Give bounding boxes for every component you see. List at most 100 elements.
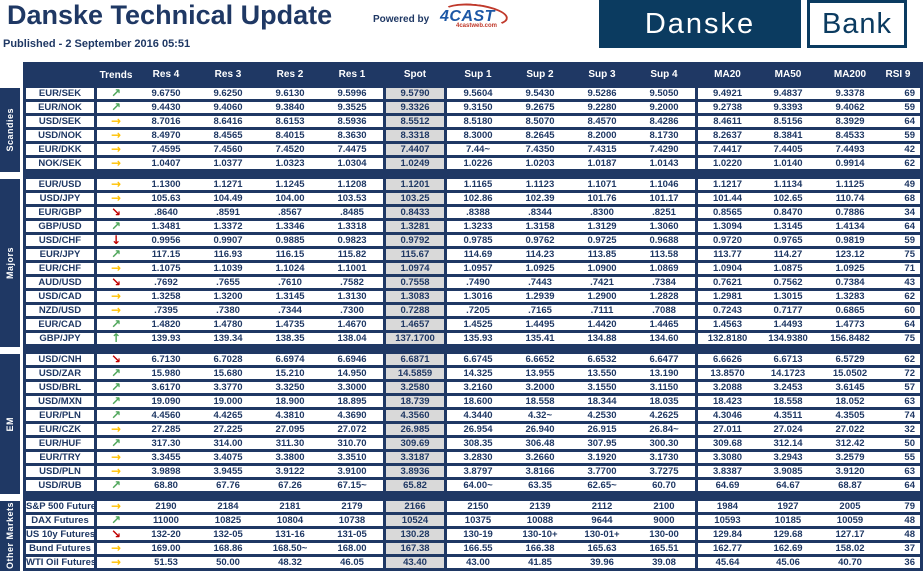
- column-header-sup3: Sup 3: [588, 69, 616, 80]
- trend-right-icon: →: [110, 288, 122, 303]
- res3-value: 9.6250: [213, 88, 243, 99]
- ma20-value: 129.84: [695, 529, 757, 540]
- table-row: EUR/HUF ↗ 317.30 314.00 311.30 310.70 309.69 30…: [23, 437, 923, 452]
- sup1-value: 64.00~: [463, 480, 493, 491]
- pair-label: GBP/USD: [23, 221, 97, 232]
- sup2-value: 102.39: [525, 193, 555, 204]
- sup2-value: 4.32~: [527, 410, 553, 421]
- res3-value: .7655: [216, 277, 240, 288]
- sup3-value: 1.3129: [587, 221, 617, 232]
- ma20-value: 45.64: [695, 557, 757, 568]
- res3-value: 19.000: [213, 396, 243, 407]
- trend-right-icon: →: [110, 113, 122, 128]
- res2-value: 3.3800: [275, 452, 305, 463]
- sup3-value: 1.2900: [587, 291, 617, 302]
- table-row: EUR/SEK ↗ 9.6750 9.6250 9.6130 9.5996 9.5790 9.…: [23, 87, 923, 102]
- danske-logo-box: Danske: [599, 0, 801, 48]
- ma20-value: 9.2738: [695, 102, 757, 113]
- res1-value: 131-05: [337, 529, 367, 540]
- ma50-value: 1.3015: [773, 291, 803, 302]
- res3-value: 6.7028: [213, 354, 243, 365]
- pair-label: EUR/SEK: [23, 88, 97, 99]
- spot-value: 14.5859: [383, 368, 447, 379]
- sup3-value: 3.7700: [587, 466, 617, 477]
- rsi9-value: 50: [881, 438, 923, 449]
- pair-label: EUR/PLN: [23, 410, 97, 421]
- ma200-value: 1.0925: [835, 263, 865, 274]
- trend-up-right-icon: ↗: [110, 246, 122, 261]
- ma200-value: 2005: [839, 501, 861, 512]
- sup4-value: 13.190: [649, 368, 679, 379]
- sup2-value: 1.0203: [525, 158, 555, 169]
- sup1-value: .7490: [466, 277, 490, 288]
- res4-value: 19.090: [151, 396, 181, 407]
- res3-value: 10825: [214, 515, 242, 526]
- ma20-value: 132.8180: [695, 333, 757, 344]
- sup1-value: 3.2160: [463, 382, 493, 393]
- res2-value: 27.095: [275, 424, 305, 435]
- sup3-value: 8.2000: [587, 130, 617, 141]
- rsi9-value: 64: [881, 480, 923, 491]
- sup2-value: 3.2000: [525, 382, 555, 393]
- res4-value: 15.980: [151, 368, 181, 379]
- ma50-value: 27.024: [773, 424, 803, 435]
- res2-value: 138.35: [275, 333, 305, 344]
- sup4-value: 9.5050: [649, 88, 679, 99]
- trend-cell: ↓: [97, 234, 135, 247]
- res4-value: 9.6750: [151, 88, 181, 99]
- ma50-value: 0.9765: [773, 235, 803, 246]
- ma200-value: 40.70: [838, 557, 862, 568]
- group-label-text: Other Markets: [5, 502, 15, 570]
- pair-label: EUR/CZK: [23, 424, 97, 435]
- res1-value: 3.3000: [337, 382, 367, 393]
- res4-value: 132-20: [151, 529, 181, 540]
- res4-value: 317.30: [151, 438, 181, 449]
- column-header-res3: Res 3: [214, 69, 242, 80]
- sup4-value: 1.2828: [649, 291, 679, 302]
- res2-value: 311.30: [275, 438, 305, 449]
- res1-value: 67.15~: [337, 480, 367, 491]
- sup1-value: 9.5604: [463, 88, 493, 99]
- pair-label: GBP/JPY: [23, 333, 97, 344]
- pair-label: NOK/SEK: [23, 158, 97, 169]
- sup4-value: 26.84~: [649, 424, 679, 435]
- sup4-value: 2100: [653, 501, 675, 512]
- rsi9-value: 74: [881, 410, 923, 421]
- sup4-value: 6.6477: [649, 354, 679, 365]
- res1-value: 115.82: [337, 249, 367, 260]
- table-row: AUD/USD ↘ .7692 .7655 .7610 .7582 0.7558 .7490.…: [23, 276, 923, 291]
- table-row: EUR/DKK → 7.4595 7.4560 7.4520 7.4475 7.4407 7.…: [23, 143, 923, 158]
- sup1-value: 8.5180: [463, 116, 493, 127]
- sup4-value: 1.1046: [649, 179, 679, 190]
- bank-logo-box: Bank: [807, 0, 907, 48]
- res3-value: 27.225: [213, 424, 243, 435]
- res2-value: 0.9885: [275, 235, 305, 246]
- sup2-value: 3.2660: [525, 452, 555, 463]
- rsi9-value: 59: [881, 235, 923, 246]
- sup4-value: 0.9688: [649, 235, 679, 246]
- trend-cell: ↘: [97, 206, 135, 219]
- trend-right-icon: →: [110, 554, 122, 569]
- table-row: USD/CAD → 1.3258 1.3200 1.3145 1.3130 1.3083 1.…: [23, 288, 923, 305]
- res2-value: 10804: [276, 515, 304, 526]
- ma50-value: 10185: [774, 515, 802, 526]
- sup2-value: 7.4350: [525, 144, 555, 155]
- trend-cell: →: [97, 465, 135, 478]
- rsi9-value: 42: [881, 144, 923, 155]
- sup4-value: 8.1730: [649, 130, 679, 141]
- column-header-res2: Res 2: [276, 69, 304, 80]
- sup2-value: 63.35: [528, 480, 552, 491]
- ma50-value: 102.65: [773, 193, 803, 204]
- table-row: EUR/USD → 1.1300 1.1271 1.1245 1.1208 1.1201 1.…: [23, 178, 923, 193]
- ma50-value: 0.8470: [773, 207, 803, 218]
- spot-value: 9.3326: [383, 102, 447, 113]
- res2-value: .7344: [278, 305, 302, 316]
- ma50-value: 1.0875: [773, 263, 803, 274]
- ma200-value: 0.9914: [835, 158, 865, 169]
- trend-cell: →: [97, 113, 135, 128]
- ma20-value: 101.44: [695, 193, 757, 204]
- res4-value: 4.4560: [151, 410, 181, 421]
- pair-label: DAX Futures: [23, 515, 97, 526]
- table-row: GBP/JPY ↑ 139.93 139.34 138.35 138.04 137.1700…: [23, 332, 923, 347]
- res2-value: 1.3346: [275, 221, 305, 232]
